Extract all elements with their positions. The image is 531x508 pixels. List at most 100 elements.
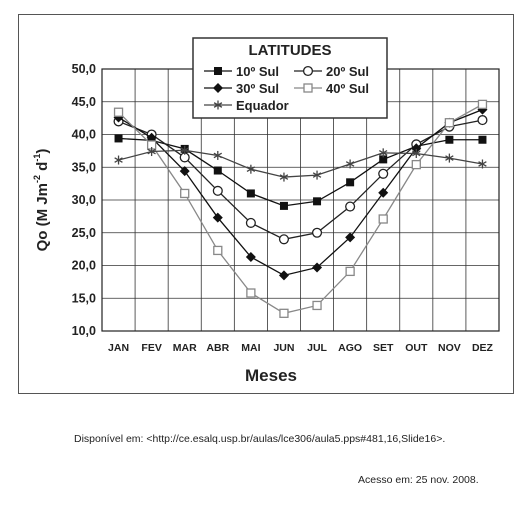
data-point: [378, 168, 389, 179]
data-point: [313, 197, 322, 206]
y-tick-label: 30,0: [72, 193, 96, 207]
data-point: [345, 232, 356, 243]
star-stroke: [345, 161, 355, 167]
x-tick-label: AGO: [338, 342, 362, 354]
data-point: [478, 159, 487, 169]
star-stroke: [213, 152, 223, 159]
legend-item: 30º Sul: [204, 81, 279, 96]
data-point: [345, 266, 355, 277]
series-line: [118, 119, 483, 240]
x-tick-label: FEV: [141, 342, 161, 354]
series-4: [113, 99, 488, 318]
data-point: [279, 172, 289, 182]
series-line: [118, 103, 483, 315]
data-point: [477, 99, 488, 110]
star-stroke: [279, 174, 289, 180]
legend-label: 20º Sul: [326, 64, 369, 79]
y-tick-label: 50,0: [72, 62, 96, 76]
data-point: [278, 234, 290, 245]
legend-item: 10º Sul: [204, 64, 279, 79]
data-point: [278, 270, 289, 281]
x-tick-label: JAN: [108, 342, 129, 354]
data-point: [180, 188, 190, 199]
data-point: [311, 227, 323, 238]
y-tick-label: 10,0: [72, 324, 96, 338]
y-axis-label-main: Qo (M Jm: [34, 183, 51, 251]
legend-marker: [213, 83, 223, 93]
legend-label: 10º Sul: [236, 64, 279, 79]
x-tick-label: MAI: [241, 342, 260, 354]
x-tick-labels: JAN FEV MAR ABR MAI JUN JUL AGO SET OUT NOV DEZ: [108, 342, 494, 354]
series-5: [114, 145, 487, 182]
data-point: [179, 166, 190, 177]
data-point: [378, 214, 388, 224]
star-stroke: [246, 166, 256, 173]
y-tick-label: 35,0: [72, 160, 96, 174]
x-tick-label: ABR: [206, 342, 229, 354]
y-tick-label: 20,0: [72, 259, 96, 273]
x-axis-label: Meses: [245, 366, 297, 385]
star-stroke: [445, 155, 454, 161]
legend-label: 40º Sul: [326, 81, 369, 96]
data-point: [312, 170, 322, 180]
data-point: [212, 185, 223, 196]
y-tick-label: 40,0: [72, 128, 96, 142]
legend-entries: 10º Sul 20º Sul 30º Sul 40º Sul Equador: [204, 64, 369, 113]
star-stroke: [412, 150, 421, 157]
x-tick-label: NOV: [438, 342, 461, 354]
x-tick-label: OUT: [405, 342, 428, 354]
data-point: [378, 148, 388, 158]
data-point: [412, 148, 421, 158]
y-tick-label: 25,0: [72, 226, 96, 240]
data-point: [147, 147, 156, 157]
data-point: [312, 300, 322, 311]
data-point: [444, 118, 455, 128]
data-point: [213, 166, 222, 175]
data-point: [213, 245, 223, 256]
x-tick-label: MAR: [173, 342, 197, 354]
y-tick-label: 45,0: [72, 95, 96, 109]
data-point: [246, 288, 256, 298]
star-stroke: [147, 148, 156, 155]
series-line: [118, 137, 483, 207]
data-point: [279, 201, 288, 210]
source-citation: Disponível em: <http://ce.esalq.usp.br/a…: [74, 433, 446, 445]
data-point: [345, 201, 356, 212]
line-chart: 10,0 15,0 20,0 25,0 30,0 35,0 40,0 45,0 50,0 JAN…: [32, 37, 500, 385]
x-tick-label: SET: [373, 342, 394, 354]
data-point: [379, 155, 388, 164]
data-point: [478, 135, 487, 144]
data-point: [245, 217, 256, 228]
data-point: [279, 308, 289, 318]
data-point: [146, 132, 157, 143]
x-tick-label: JUL: [307, 342, 327, 354]
data-point: [346, 178, 355, 187]
data-point: [114, 134, 123, 143]
data-point: [213, 150, 223, 160]
data-point: [312, 262, 323, 273]
data-point: [180, 145, 189, 155]
y-tick-labels: 10,0 15,0 20,0 25,0 30,0 35,0 40,0 45,0 50,0: [72, 62, 96, 338]
y-axis-label-mid: d: [34, 162, 51, 175]
star-stroke: [213, 102, 223, 108]
y-tick-label: 15,0: [72, 291, 96, 305]
legend-item: 20º Sul: [294, 64, 369, 79]
series-lines: [113, 99, 488, 318]
data-point: [445, 135, 454, 144]
data-point: [246, 164, 256, 174]
legend-label: 30º Sul: [236, 81, 279, 96]
star-stroke: [378, 150, 388, 156]
data-point: [113, 107, 124, 117]
x-tick-label: JUN: [273, 342, 294, 354]
y-axis-label: Qo (M Jm-2 d-1): [32, 149, 51, 252]
data-point: [212, 212, 223, 223]
access-date: Acesso em: 25 nov. 2008.: [358, 474, 479, 486]
data-point: [445, 153, 454, 163]
data-point: [411, 159, 421, 170]
data-point: [114, 155, 123, 165]
star-stroke: [180, 147, 189, 154]
y-axis-label-sup1: -2: [32, 175, 42, 183]
legend-label: Equador: [236, 98, 289, 113]
x-tick-label: DEZ: [472, 342, 494, 354]
legend-marker: [303, 83, 313, 93]
